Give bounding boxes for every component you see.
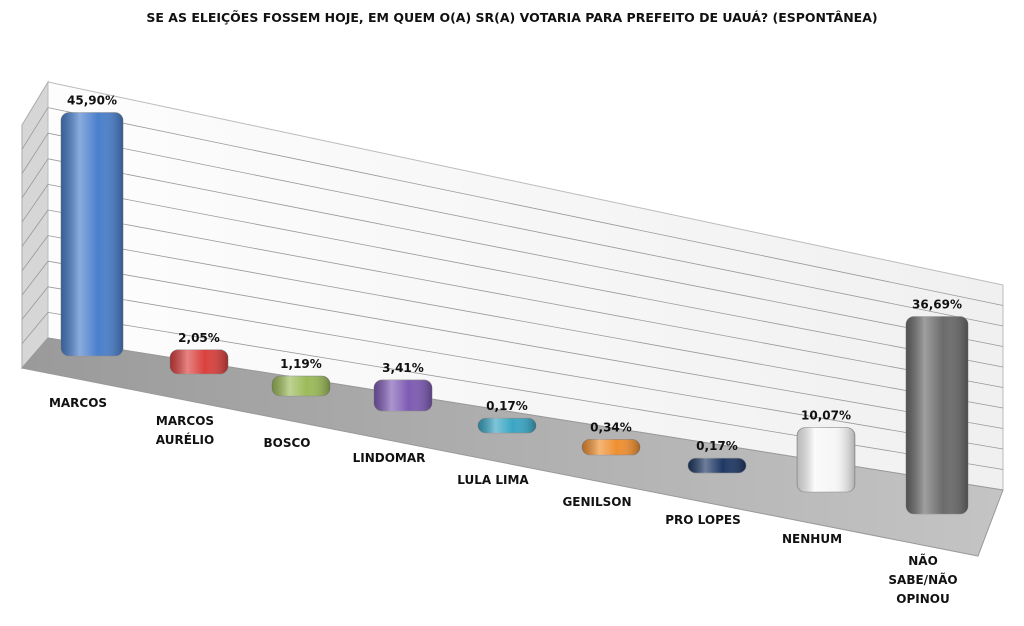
wall-line (47, 132, 1004, 327)
floor (21, 337, 1004, 557)
value-label: 0,17% (486, 399, 528, 413)
bar-shine (272, 376, 330, 396)
bar-shine (906, 316, 968, 514)
value-label: 0,34% (590, 420, 632, 434)
side-line (21, 184, 49, 223)
bar-shine (170, 349, 228, 374)
category-label: GENILSON (562, 495, 632, 509)
wall-grid (21, 107, 1004, 470)
side-line (21, 209, 49, 247)
wall-line (47, 184, 1004, 368)
category-label: BOSCO (263, 436, 311, 450)
category-label: LULA LIMA (457, 473, 529, 487)
category-label: NENHUM (781, 532, 843, 546)
value-label: 1,19% (280, 357, 322, 371)
category-label: NÃO SABE/NÃO OPINOU (888, 554, 958, 606)
side-line (21, 286, 49, 320)
value-label: 45,90% (67, 94, 117, 108)
bar-shine (374, 379, 432, 411)
chart-title: SE AS ELEIÇÕES FOSSEM HOJE, EM QUEM O(A)… (146, 10, 877, 25)
category-label: MARCOS AURÉLIO (155, 414, 215, 447)
bar-shine (688, 458, 746, 473)
value-label: 10,07% (801, 409, 851, 423)
wall-line (47, 107, 1004, 306)
category-label: MARCOS (48, 396, 108, 410)
value-label: 36,69% (912, 298, 962, 312)
side-line (21, 312, 49, 344)
wall-line (47, 158, 1004, 347)
side-line (21, 235, 49, 272)
value-label: 0,17% (696, 439, 738, 453)
bar-shine (478, 418, 536, 433)
wall-line (47, 260, 1004, 429)
category-label: LINDOMAR (352, 451, 426, 465)
wall-line (47, 235, 1004, 409)
side-line (21, 260, 49, 296)
category-label: PRO LOPES (665, 513, 741, 527)
bar-shine (61, 112, 123, 356)
side-line (21, 107, 49, 150)
bar-shine (797, 427, 855, 492)
value-label: 2,05% (178, 331, 220, 345)
side-line (21, 158, 49, 199)
bar-shine (582, 439, 640, 455)
wall-line (47, 209, 1004, 388)
value-label: 3,41% (382, 361, 424, 375)
side-wall (21, 80, 49, 370)
side-line (21, 132, 49, 174)
wall-line (47, 286, 1004, 450)
